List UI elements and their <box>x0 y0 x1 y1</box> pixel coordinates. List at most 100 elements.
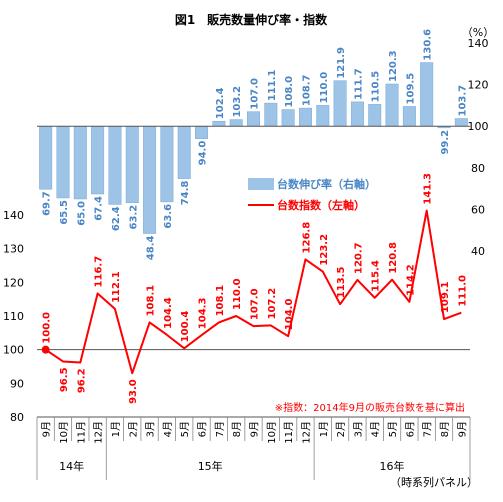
bar-value-label-7: 63.6 <box>163 204 174 229</box>
bar-value-label-20: 120.3 <box>388 50 399 82</box>
bar-value-label-6: 48.4 <box>146 236 157 261</box>
line-value-label-3: 116.7 <box>94 256 105 288</box>
bar-6 <box>143 125 157 234</box>
line-value-label-5: 93.0 <box>128 379 139 404</box>
bar-20 <box>385 83 399 127</box>
line-value-label-14: 104.0 <box>284 299 295 331</box>
line-value-label-12: 107.0 <box>250 288 261 320</box>
month-label-10: 7月 <box>214 421 226 437</box>
bar-4 <box>108 125 122 205</box>
year-label-2: 16年 <box>380 459 405 473</box>
left-tick-label-3: 110 <box>3 310 24 323</box>
bar-19 <box>368 104 382 127</box>
right-tick-label-4: 120 <box>468 79 489 92</box>
bar-value-label-17: 121.9 <box>336 47 347 79</box>
index-line <box>45 209 462 375</box>
bar-5 <box>125 125 139 203</box>
bar-value-label-5: 63.2 <box>128 205 139 230</box>
bar-16 <box>316 105 330 127</box>
bar-8 <box>177 125 191 179</box>
right-tick-label-3: 100 <box>468 120 489 133</box>
month-label-5: 2月 <box>127 421 139 437</box>
bar-21 <box>402 106 416 127</box>
line-value-label-8: 100.4 <box>180 311 191 343</box>
line-value-label-15: 126.8 <box>301 222 312 254</box>
axes-layer: 40 60 80 100 120 140 80 90 100 110 120 130 140 9月 10月 1… <box>3 37 489 480</box>
year-label-1: 15年 <box>198 459 223 473</box>
bar-value-label-2: 65.0 <box>76 201 87 226</box>
month-label-23: 8月 <box>439 421 451 437</box>
month-label-7: 4月 <box>162 421 174 437</box>
bar-value-label-19: 110.5 <box>371 71 382 103</box>
month-label-15: 12月 <box>300 421 312 444</box>
month-label-17: 2月 <box>335 421 347 437</box>
bar-24 <box>454 118 468 127</box>
chart-title: 図1 販売数量伸び率・指数 <box>175 12 328 27</box>
right-axis-unit: （%） <box>462 26 494 39</box>
line-value-label-1: 96.5 <box>59 367 70 392</box>
bar-value-label-8: 74.8 <box>180 181 191 206</box>
index-note: ※指数：2014年9月の販売台数を基に算出 <box>275 401 465 414</box>
bar-value-label-12: 107.0 <box>250 78 261 110</box>
bar-12 <box>247 111 260 127</box>
line-value-label-6: 108.1 <box>146 285 157 317</box>
month-label-0: 9月 <box>41 421 53 437</box>
line-value-label-11: 110.0 <box>232 278 243 310</box>
bar-14 <box>281 109 295 127</box>
month-label-9: 6月 <box>197 421 209 437</box>
left-tick-label-0: 80 <box>10 411 24 424</box>
bar-value-label-14: 108.0 <box>284 76 295 108</box>
left-tick-label-6: 140 <box>3 209 24 222</box>
legend-bar-label: 台数伸び率（右軸） <box>277 177 376 191</box>
bar-3 <box>91 125 105 195</box>
month-label-22: 7月 <box>422 421 434 437</box>
footer-label: （時系列パネル） <box>390 475 478 489</box>
line-value-label-23: 109.1 <box>440 281 451 313</box>
bar-value-label-23: 99.2 <box>440 130 451 155</box>
right-tick-label-0: 40 <box>471 245 485 258</box>
line-value-label-13: 107.2 <box>267 288 278 320</box>
month-label-2: 11月 <box>75 421 87 444</box>
bar-0 <box>39 125 53 190</box>
line-value-label-10: 108.1 <box>215 285 226 317</box>
month-label-20: 5月 <box>387 421 399 437</box>
line-layer <box>41 209 462 375</box>
line-value-label-9: 104.3 <box>198 298 209 330</box>
left-tick-label-5: 130 <box>3 243 24 256</box>
bar-17 <box>333 80 347 127</box>
bar-value-label-18: 111.7 <box>353 68 364 100</box>
labels-layer: 69.7 65.5 65.0 67.4 62.4 63.2 48.4 63.6 74.8 94.0… <box>42 29 469 404</box>
bar-value-label-21: 109.5 <box>405 73 416 105</box>
bar-22 <box>420 62 434 127</box>
legend-line-label: 台数指数（左軸） <box>277 198 365 212</box>
bar-18 <box>350 101 364 127</box>
line-value-label-20: 120.8 <box>388 242 399 274</box>
line-value-label-17: 113.5 <box>336 267 347 299</box>
legend: 台数伸び率（右軸） 台数指数（左軸） <box>248 177 376 212</box>
bars-layer <box>39 62 468 234</box>
line-value-label-4: 112.1 <box>111 271 122 303</box>
line-value-label-24: 111.0 <box>457 275 468 307</box>
bar-value-label-3: 67.4 <box>94 196 105 221</box>
month-label-16: 1月 <box>318 421 330 437</box>
bar-value-label-22: 130.6 <box>423 29 434 61</box>
bar-value-label-4: 62.4 <box>111 206 122 231</box>
bar-11 <box>229 119 243 127</box>
bar-7 <box>160 125 174 203</box>
month-label-11: 8月 <box>231 421 243 437</box>
month-label-4: 1月 <box>110 421 122 437</box>
month-label-8: 5月 <box>179 421 191 437</box>
left-tick-label-1: 90 <box>10 377 24 390</box>
bar-value-label-11: 103.2 <box>232 86 243 118</box>
month-label-3: 12月 <box>93 421 105 444</box>
bar-13 <box>264 102 278 127</box>
bar-value-label-1: 65.5 <box>59 200 70 225</box>
month-label-21: 6月 <box>404 421 416 437</box>
right-tick-label-2: 80 <box>471 162 485 175</box>
month-label-6: 3月 <box>145 421 157 437</box>
line-value-label-2: 96.2 <box>76 368 87 393</box>
bar-value-label-0: 69.7 <box>42 191 53 216</box>
month-label-18: 3月 <box>352 421 364 437</box>
